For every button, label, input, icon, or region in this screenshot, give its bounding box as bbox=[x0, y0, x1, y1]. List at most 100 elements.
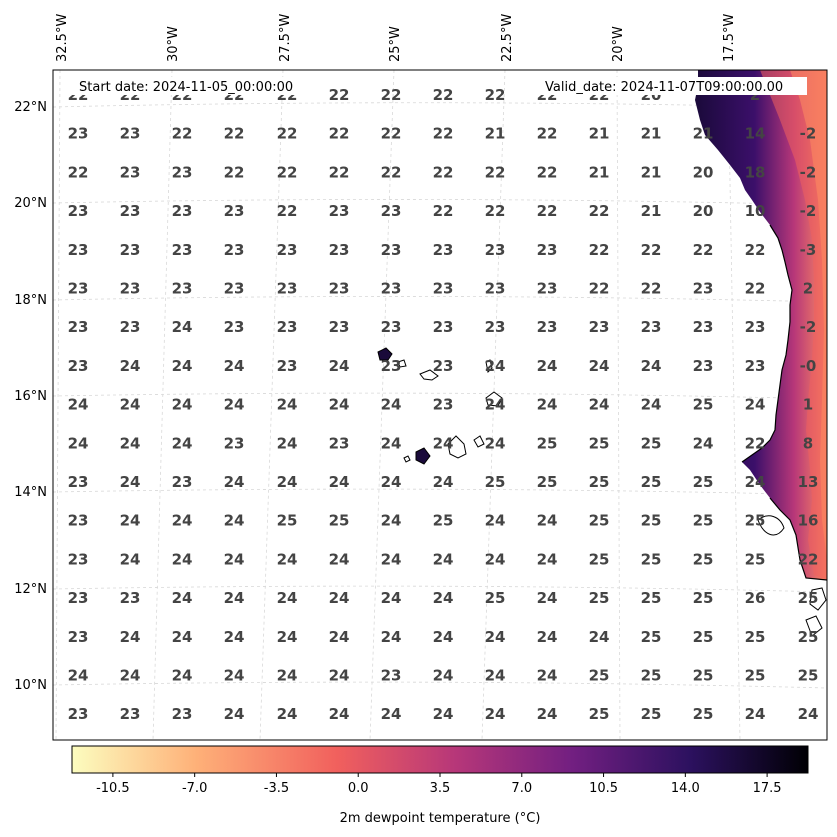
africa-landmass bbox=[695, 70, 828, 637]
grid-value: 24 bbox=[172, 396, 193, 414]
grid-value: 24 bbox=[68, 667, 89, 685]
grid-value: 23 bbox=[68, 357, 89, 375]
grid-value: 23 bbox=[537, 318, 558, 336]
grid-value: 24 bbox=[537, 589, 558, 607]
grid-value: 25 bbox=[485, 589, 506, 607]
grid-value: 24 bbox=[485, 396, 506, 414]
grid-value: 22 bbox=[433, 163, 454, 181]
grid-value: 25 bbox=[693, 512, 714, 530]
lat-label: 12°N bbox=[14, 582, 47, 597]
grid-value: 25 bbox=[277, 512, 298, 530]
grid-value: 23 bbox=[120, 125, 141, 143]
lon-label: 27.5°W bbox=[278, 14, 293, 62]
grid-value: 23 bbox=[68, 473, 89, 491]
grid-value: 25 bbox=[693, 550, 714, 568]
grid-value: 23 bbox=[277, 280, 298, 298]
grid-value: 24 bbox=[329, 473, 350, 491]
longitude-labels: 32.5°W 30°W 27.5°W 25°W 22.5°W 20°W 17.5… bbox=[55, 14, 737, 62]
grid-value: 22 bbox=[277, 202, 298, 220]
grid-value: 25 bbox=[641, 589, 662, 607]
grid-value: 24 bbox=[381, 434, 402, 452]
grid-value: 25 bbox=[589, 550, 610, 568]
lon-label: 17.5°W bbox=[722, 14, 737, 62]
colorbar-tick-label: 7.0 bbox=[511, 781, 532, 796]
colorbar-tick-label: 17.5 bbox=[753, 781, 782, 796]
grid-value: 25 bbox=[693, 667, 714, 685]
grid-value: 25 bbox=[641, 512, 662, 530]
grid-value: 25 bbox=[798, 589, 819, 607]
grid-value: 25 bbox=[641, 473, 662, 491]
grid-value: 23 bbox=[329, 318, 350, 336]
grid-value: 22 bbox=[433, 125, 454, 143]
grid-value: 24 bbox=[277, 589, 298, 607]
grid-value: 25 bbox=[693, 628, 714, 646]
grid-value: 22 bbox=[277, 163, 298, 181]
grid-value: 24 bbox=[537, 705, 558, 723]
grid-value: 24 bbox=[537, 628, 558, 646]
grid-value: 1 bbox=[803, 396, 813, 414]
colorbar-tick-label: 10.5 bbox=[589, 781, 618, 796]
grid-value: 23 bbox=[68, 705, 89, 723]
grid-value: 22 bbox=[329, 163, 350, 181]
grid-value: 23 bbox=[329, 434, 350, 452]
grid-value: 25 bbox=[537, 473, 558, 491]
grid-value: 23 bbox=[120, 318, 141, 336]
grid-value: 23 bbox=[381, 357, 402, 375]
grid-value: 24 bbox=[224, 473, 245, 491]
grid-value: 23 bbox=[641, 318, 662, 336]
colorbar-tick-label: 3.5 bbox=[430, 781, 451, 796]
grid-value: 24 bbox=[224, 396, 245, 414]
grid-value: 23 bbox=[224, 318, 245, 336]
grid-value: 24 bbox=[381, 396, 402, 414]
grid-value: 24 bbox=[433, 589, 454, 607]
grid-value: 24 bbox=[433, 473, 454, 491]
grid-value: 22 bbox=[224, 125, 245, 143]
grid-value: 23 bbox=[693, 280, 714, 298]
grid-value: 23 bbox=[172, 705, 193, 723]
lat-label: 18°N bbox=[14, 293, 47, 308]
grid-value: 25 bbox=[641, 667, 662, 685]
grid-value: 23 bbox=[68, 280, 89, 298]
grid-value: 24 bbox=[589, 396, 610, 414]
grid-value: 23 bbox=[745, 357, 766, 375]
grid-value: 24 bbox=[745, 473, 766, 491]
grid-value: -2 bbox=[800, 202, 817, 220]
grid-value: 24 bbox=[224, 550, 245, 568]
colorbar-tick-label: 14.0 bbox=[671, 781, 700, 796]
grid-value: 24 bbox=[224, 512, 245, 530]
grid-value: 24 bbox=[172, 357, 193, 375]
lon-label: 30°W bbox=[166, 26, 181, 62]
grid-value: 24 bbox=[277, 473, 298, 491]
grid-value: 24 bbox=[433, 550, 454, 568]
grid-value: 23 bbox=[120, 280, 141, 298]
grid-value: -3 bbox=[800, 241, 817, 259]
grid-value: 22 bbox=[745, 434, 766, 452]
grid-value: 25 bbox=[693, 705, 714, 723]
grid-value: 22 bbox=[329, 125, 350, 143]
grid-value: 23 bbox=[68, 550, 89, 568]
grid-value: 24 bbox=[329, 628, 350, 646]
grid-value: 24 bbox=[68, 434, 89, 452]
grid-value: 23 bbox=[68, 318, 89, 336]
grid-value: 25 bbox=[693, 473, 714, 491]
grid-value: 23 bbox=[381, 241, 402, 259]
lat-label: 10°N bbox=[14, 678, 47, 693]
grid-value: 22 bbox=[537, 202, 558, 220]
grid-value: 25 bbox=[745, 628, 766, 646]
grid-value: -2 bbox=[800, 163, 817, 181]
grid-value: 23 bbox=[172, 280, 193, 298]
grid-value: 25 bbox=[589, 705, 610, 723]
grid-value: 24 bbox=[485, 705, 506, 723]
grid-value: 22 bbox=[641, 241, 662, 259]
grid-value: 23 bbox=[693, 318, 714, 336]
grid-value: 22 bbox=[68, 163, 89, 181]
grid-value: 24 bbox=[277, 705, 298, 723]
grid-value: 23 bbox=[589, 318, 610, 336]
grid-value: 24 bbox=[381, 473, 402, 491]
grid-value: 23 bbox=[120, 589, 141, 607]
grid-value: 23 bbox=[224, 280, 245, 298]
grid-value: -2 bbox=[800, 125, 817, 143]
grid-value: 20 bbox=[693, 163, 714, 181]
grid-value: 25 bbox=[641, 705, 662, 723]
grid-value: 23 bbox=[172, 163, 193, 181]
